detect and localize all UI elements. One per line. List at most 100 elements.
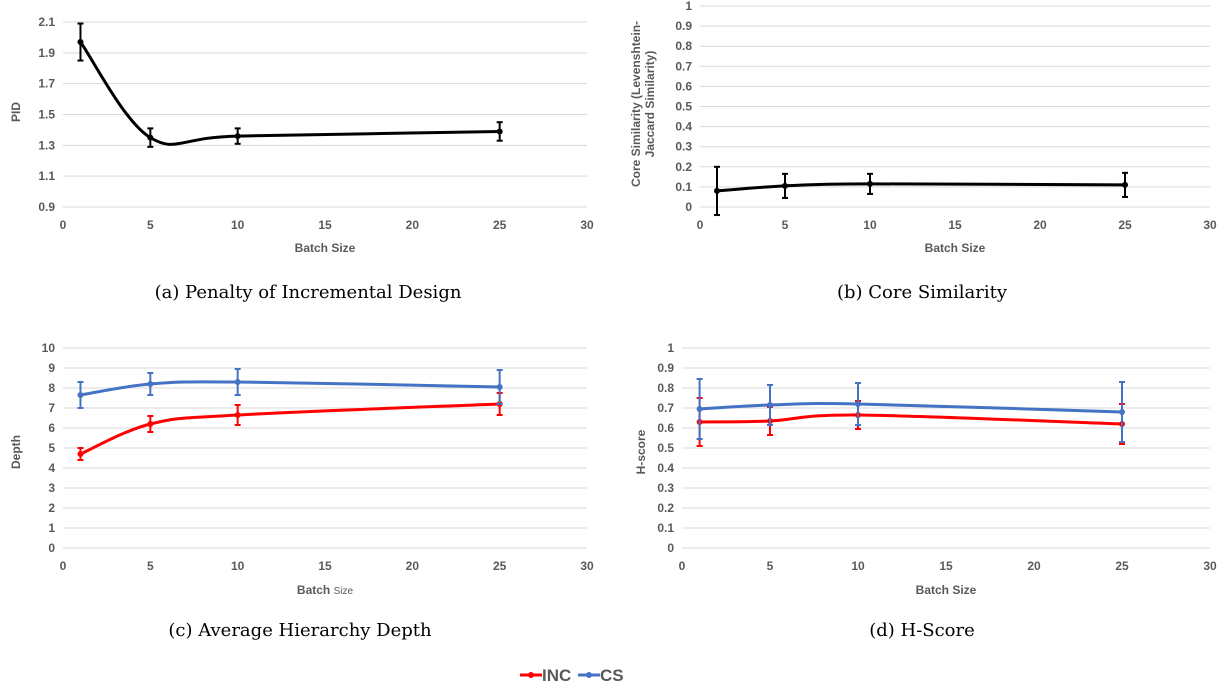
y-tick-label: 0.9	[675, 19, 692, 33]
y-tick-label: 0.4	[675, 120, 692, 134]
x-axis-label: Batch Size	[925, 241, 986, 255]
x-tick-label: 20	[1033, 218, 1047, 232]
y-axis-label: PID	[9, 102, 23, 122]
y-tick-label: 0.2	[675, 160, 692, 174]
data-point-inc	[147, 421, 154, 427]
y-tick-label: 1.9	[38, 46, 55, 60]
y-tick-label: 0.5	[657, 441, 674, 455]
caption: (c) Average Hierarchy Depth	[168, 620, 432, 641]
y-tick-label: 0	[667, 541, 674, 555]
y-tick-label: 1.5	[38, 108, 55, 122]
y-tick-label: 9	[48, 361, 55, 375]
data-point-cs	[234, 379, 241, 385]
chart-panel-depth: 0 1 2 3 4 5 6 7 8 9 10 0 5 10 15 20 25 30 Batch Size Dept…	[9, 341, 594, 641]
x-tick-label: 0	[60, 559, 67, 573]
x-tick-label: 25	[493, 218, 507, 232]
data-point	[867, 180, 873, 187]
x-axis-label: Batch Size	[297, 583, 354, 597]
x-tick-label: 5	[147, 218, 154, 232]
x-tick-label: 10	[231, 218, 245, 232]
x-axis-label-main: Batch	[297, 583, 330, 597]
data-point-cs	[855, 401, 861, 407]
x-tick-label: 5	[147, 559, 154, 573]
chart-panel-h-score: 00.10.20.30.40.50.60.70.80.910 5 10 15 20 25 3…	[634, 341, 1217, 641]
data-point-cs	[496, 384, 503, 390]
y-tick-label: 0.9	[38, 200, 55, 214]
y-tick-label: 1	[667, 341, 674, 355]
data-point-cs	[767, 402, 773, 408]
caption: (b) Core Similarity	[837, 282, 1008, 303]
x-axis-label-small: Size	[334, 586, 354, 597]
data-point	[496, 128, 503, 135]
y-tick-label: 7	[48, 401, 55, 415]
legend: INC CS	[520, 666, 624, 685]
y-tick-label: 0.4	[657, 461, 674, 475]
x-tick-label: 15	[318, 559, 332, 573]
x-tick-label: 15	[318, 218, 332, 232]
data-point	[782, 182, 788, 189]
y-tick-label: 1.3	[38, 138, 55, 152]
caption: (a) Penalty of Incremental Design	[155, 282, 462, 303]
y-tick-label: 0.1	[675, 180, 692, 194]
y-tick-label: 6	[48, 421, 55, 435]
legend-label-inc: INC	[542, 666, 571, 685]
x-tick-label: 15	[948, 218, 962, 232]
x-tick-label: 10	[851, 559, 865, 573]
y-tick-label: 0.8	[675, 39, 692, 53]
x-tick-label: 5	[782, 218, 789, 232]
x-tick-label: 30	[580, 559, 594, 573]
y-tick-label: 0	[685, 200, 692, 214]
x-tick-label: 0	[60, 218, 67, 232]
legend-marker-cs	[586, 672, 592, 678]
x-tick-label: 5	[767, 559, 774, 573]
data-point	[147, 134, 154, 141]
x-tick-label: 20	[406, 218, 420, 232]
legend-label-cs: CS	[600, 666, 624, 685]
y-tick-label: 1.1	[38, 169, 55, 183]
y-tick-label: 0.3	[657, 481, 674, 495]
x-tick-label: 10	[231, 559, 245, 573]
y-tick-label: 3	[48, 481, 55, 495]
x-tick-label: 0	[679, 559, 686, 573]
data-point-inc	[77, 451, 84, 457]
legend-marker-inc	[528, 672, 534, 678]
y-tick-label: 5	[48, 441, 55, 455]
series-line-inc	[79, 402, 500, 456]
legend-item-inc: INC	[520, 666, 571, 685]
y-tick-label: 2.1	[38, 15, 55, 29]
y-axis-label: H-score	[634, 429, 648, 474]
y-tick-label: 0.5	[675, 100, 692, 114]
y-tick-label: 10	[42, 341, 56, 355]
series-line	[79, 41, 500, 146]
x-axis-label: Batch Size	[295, 241, 356, 255]
x-tick-label: 30	[580, 218, 594, 232]
chart-panel-core-similarity: 00.10.20.30.40.50.60.70.80.910 5 10 15 20 25 3…	[629, 0, 1217, 303]
y-tick-label: 8	[48, 381, 55, 395]
y-tick-label: 1	[48, 521, 55, 535]
y-tick-label: 0	[48, 541, 55, 555]
y-tick-label: 4	[48, 461, 55, 475]
y-tick-label: 1.7	[38, 77, 55, 91]
data-point	[1122, 181, 1128, 188]
data-point-cs	[147, 381, 154, 387]
data-point-cs	[77, 392, 84, 398]
y-axis-label-line-1: Core Similarity (Levenshtein-	[629, 21, 643, 187]
y-tick-label: 0.8	[657, 381, 674, 395]
y-axis-label: Depth	[9, 435, 23, 469]
chart-panel-pid: 0.9 1.1 1.3 1.5 1.7 1.9 2.1 0 5 10 15 20 25 30 Batch …	[9, 15, 594, 303]
y-tick-label: 1	[685, 0, 692, 13]
y-tick-label: 2	[48, 501, 55, 515]
series-line	[716, 182, 1126, 193]
y-tick-label: 0.1	[657, 521, 674, 535]
x-tick-label: 30	[1203, 559, 1217, 573]
y-tick-label: 0.7	[657, 401, 674, 415]
legend-item-cs: CS	[578, 666, 624, 685]
x-tick-label: 20	[406, 559, 420, 573]
y-tick-label: 0.2	[657, 501, 674, 515]
y-tick-label: 0.6	[675, 79, 692, 93]
caption: (d) H-Score	[869, 620, 975, 641]
x-tick-label: 25	[1118, 218, 1132, 232]
series-line-inc	[699, 413, 1123, 426]
series-line-cs	[80, 380, 500, 397]
x-tick-label: 10	[863, 218, 877, 232]
